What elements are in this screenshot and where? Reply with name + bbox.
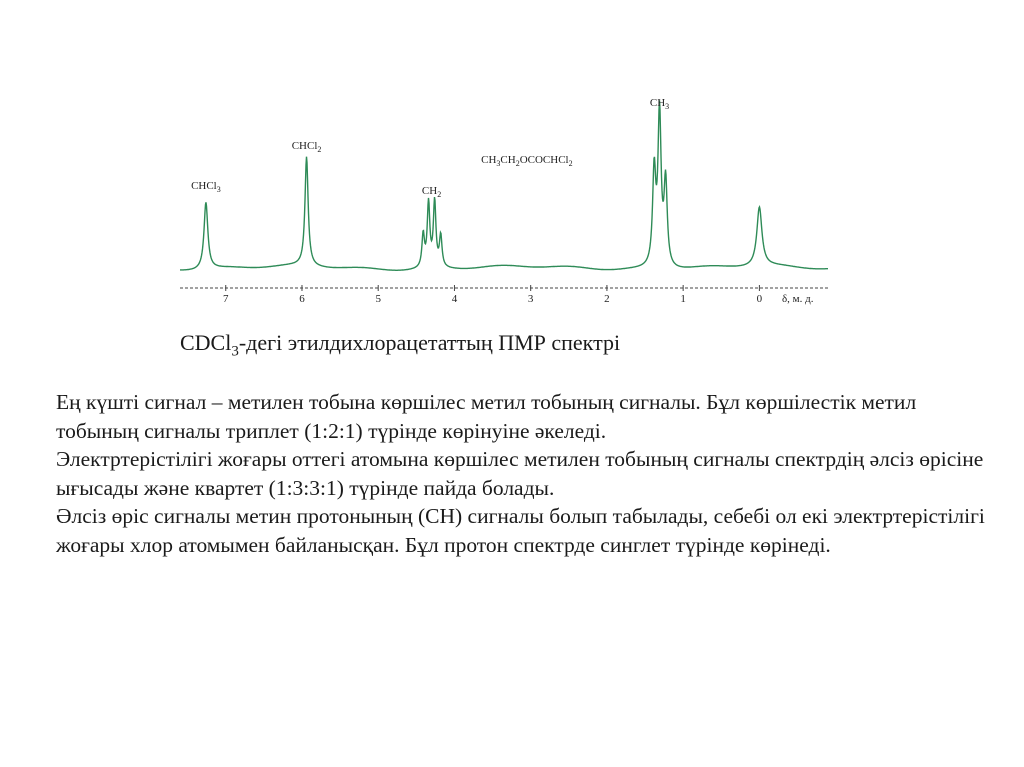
x-tick-label: 2 xyxy=(604,293,610,305)
nmr-spectrum-chart: 7 6 5 4 3 2 1 0 δ, м. д. CHCl3 CHCl2 CH2 CH3CH2OCO… xyxy=(180,97,828,305)
x-tick-label: 0 xyxy=(757,293,763,305)
figure-caption: CDCl3-дегі этилдихлорацетаттың ПМР спект… xyxy=(180,330,620,360)
x-tick-label: 3 xyxy=(528,293,534,305)
paragraph-3: Әлсіз өріс сигналы метин протонының (СН)… xyxy=(56,504,985,557)
x-tick-label: 5 xyxy=(375,293,381,305)
peak-label-chcl2: CHCl2 xyxy=(292,140,322,154)
spectrum-trace xyxy=(180,100,828,271)
peak-label-ch3: CH3 xyxy=(650,97,669,111)
peak-label-molecule: CH3CH2OCOCHCl2 xyxy=(481,154,572,168)
peak-label-chcl3: CHCl3 xyxy=(191,180,221,194)
paragraph-2: Электртерістілігі жоғары оттегі атомына … xyxy=(56,447,984,500)
x-tick-label: 7 xyxy=(223,293,229,305)
x-tick-label: 6 xyxy=(299,293,305,305)
x-tick-label: 4 xyxy=(452,293,458,305)
x-axis-label: δ, м. д. xyxy=(782,293,814,305)
caption-text: -дегі этилдихлорацетаттың ПМР спектрі xyxy=(238,330,621,355)
x-tick-label: 1 xyxy=(680,293,686,305)
caption-prefix: CDCl xyxy=(180,330,232,355)
peak-label-ch2: CH2 xyxy=(422,185,441,199)
caption-subscript: 3 xyxy=(231,343,239,360)
explanation-text: Ең күшті сигнал – метилен тобына көршіле… xyxy=(56,388,996,560)
paragraph-1: Ең күшті сигнал – метилен тобына көршіле… xyxy=(56,390,917,443)
